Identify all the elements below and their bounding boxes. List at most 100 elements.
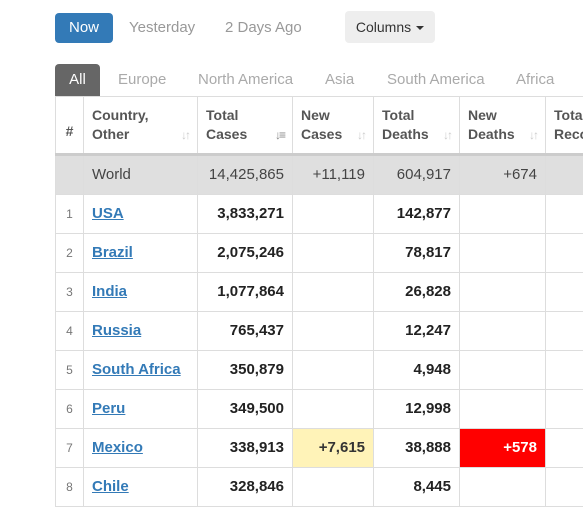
cell-total-cases: 2,075,246: [198, 234, 293, 272]
cell-index: 7: [55, 429, 84, 467]
cell-new-cases: +7,615: [293, 429, 374, 467]
cell-index: 5: [55, 351, 84, 389]
header-index[interactable]: #: [55, 96, 84, 153]
tab-africa[interactable]: Africa: [516, 71, 555, 88]
cell-total-cases: 1,077,864: [198, 273, 293, 311]
cell-total-deaths: 8,445: [374, 468, 460, 506]
cell-new-cases: [293, 351, 374, 389]
cell-total-deaths: 12,998: [374, 390, 460, 428]
cell-country: USA: [84, 195, 198, 233]
country-link[interactable]: Mexico: [92, 439, 143, 456]
sort-icon: ↓↑: [529, 128, 539, 142]
tab-north-america[interactable]: North America: [198, 71, 294, 88]
country-link[interactable]: India: [92, 283, 128, 300]
table-header: # Country, Other ↓↑ Total Cases ↓≡ New Case…: [55, 96, 583, 156]
country-link[interactable]: Brazil: [92, 244, 133, 261]
tab-europe[interactable]: Europe: [118, 71, 167, 88]
country-link[interactable]: Russia: [92, 322, 142, 339]
header-total-recovered[interactable]: TotalReco: [554, 107, 583, 142]
cell-new-cases: [293, 468, 374, 506]
two-days-ago-button[interactable]: 2 Days Ago: [225, 19, 302, 36]
country-link[interactable]: Peru: [92, 400, 126, 417]
cell-new-deaths: [460, 234, 546, 272]
sort-icon: ↓↑: [357, 128, 367, 142]
country-link[interactable]: USA: [92, 205, 124, 222]
cell-index: 1: [55, 195, 84, 233]
cell-total-recovered: [546, 468, 583, 506]
cell-new-deaths: [460, 195, 546, 233]
cell-total-deaths: 4,948: [374, 351, 460, 389]
cell-new-cases: [293, 234, 374, 272]
table-row: 3 India 1,077,864 26,828: [55, 273, 583, 312]
cell-total-cases: 349,500: [198, 390, 293, 428]
sort-icon: ↓↑: [443, 128, 453, 142]
cell-total-deaths: 26,828: [374, 273, 460, 311]
cell-country: India: [84, 273, 198, 311]
cell-total-recovered: 8: [546, 156, 583, 194]
table-row: 4 Russia 765,437 12,247: [55, 312, 583, 351]
header-new-deaths[interactable]: New Deaths ↓↑: [460, 96, 546, 153]
cell-index: 2: [55, 234, 84, 272]
cell-total-recovered: [546, 390, 583, 428]
caret-down-icon: [416, 26, 425, 31]
cell-total-deaths: 12,247: [374, 312, 460, 350]
table-row: 2 Brazil 2,075,246 78,817 1: [55, 234, 583, 273]
country-link[interactable]: South Africa: [92, 361, 181, 378]
tab-south-america[interactable]: South America: [387, 71, 485, 88]
cell-country: Brazil: [84, 234, 198, 272]
region-tabs: All Europe North America Asia South Amer…: [55, 64, 583, 97]
cell-new-cases: [293, 390, 374, 428]
world-label: World: [92, 166, 131, 183]
sort-icon: ↓↑: [181, 128, 191, 142]
cell-new-deaths: [460, 468, 546, 506]
country-link[interactable]: Chile: [92, 478, 129, 495]
cell-new-deaths: [460, 351, 546, 389]
columns-button-label: Columns: [355, 19, 412, 35]
cell-new-deaths: [460, 273, 546, 311]
cell-new-cases: [293, 312, 374, 350]
cell-new-deaths: [460, 312, 546, 350]
header-country[interactable]: Country, Other ↓↑: [84, 96, 198, 153]
cell-new-cases: +11,119: [293, 156, 374, 194]
cell-total-deaths: 142,877: [374, 195, 460, 233]
cell-country: Peru: [84, 390, 198, 428]
cell-total-cases: 14,425,865: [198, 156, 293, 194]
cell-new-cases: [293, 273, 374, 311]
tab-asia[interactable]: Asia: [325, 71, 355, 88]
table-row: 1 USA 3,833,271 142,877 1: [55, 195, 583, 234]
cell-new-deaths: +674: [460, 156, 546, 194]
cell-country: Chile: [84, 468, 198, 506]
cell-total-cases: 350,879: [198, 351, 293, 389]
header-new-cases[interactable]: New Cases ↓↑: [293, 96, 374, 153]
cell-index: 8: [55, 468, 84, 506]
cell-total-recovered: [546, 273, 583, 311]
cell-new-deaths: +578: [460, 429, 546, 467]
cell-total-recovered: 1: [546, 195, 583, 233]
cell-total-deaths: 604,917: [374, 156, 460, 194]
cell-index: 6: [55, 390, 84, 428]
sort-desc-icon: ↓≡: [274, 128, 286, 142]
yesterday-button[interactable]: Yesterday: [129, 19, 196, 36]
cell-total-recovered: [546, 429, 583, 467]
cell-new-deaths: [460, 390, 546, 428]
cell-country: Russia: [84, 312, 198, 350]
cell-new-cases: [293, 195, 374, 233]
cell-country: Mexico: [84, 429, 198, 467]
table-row: 6 Peru 349,500 12,998: [55, 390, 583, 429]
cell-country: World: [84, 156, 198, 194]
table-row: 7 Mexico 338,913 +7,615 38,888 +578: [55, 429, 583, 468]
cell-country: South Africa: [84, 351, 198, 389]
cell-total-deaths: 38,888: [374, 429, 460, 467]
cell-total-deaths: 78,817: [374, 234, 460, 272]
table-row: 8 Chile 328,846 8,445: [55, 468, 583, 507]
cell-total-cases: 338,913: [198, 429, 293, 467]
cell-total-recovered: 1: [546, 234, 583, 272]
tab-all[interactable]: All: [55, 64, 100, 96]
table-row: 5 South Africa 350,879 4,948: [55, 351, 583, 390]
columns-button[interactable]: Columns: [345, 11, 435, 43]
header-total-deaths[interactable]: Total Deaths ↓↑: [374, 96, 460, 153]
cell-index: 4: [55, 312, 84, 350]
header-total-cases[interactable]: Total Cases ↓≡: [198, 96, 293, 153]
cell-total-cases: 328,846: [198, 468, 293, 506]
now-button[interactable]: Now: [55, 13, 113, 43]
